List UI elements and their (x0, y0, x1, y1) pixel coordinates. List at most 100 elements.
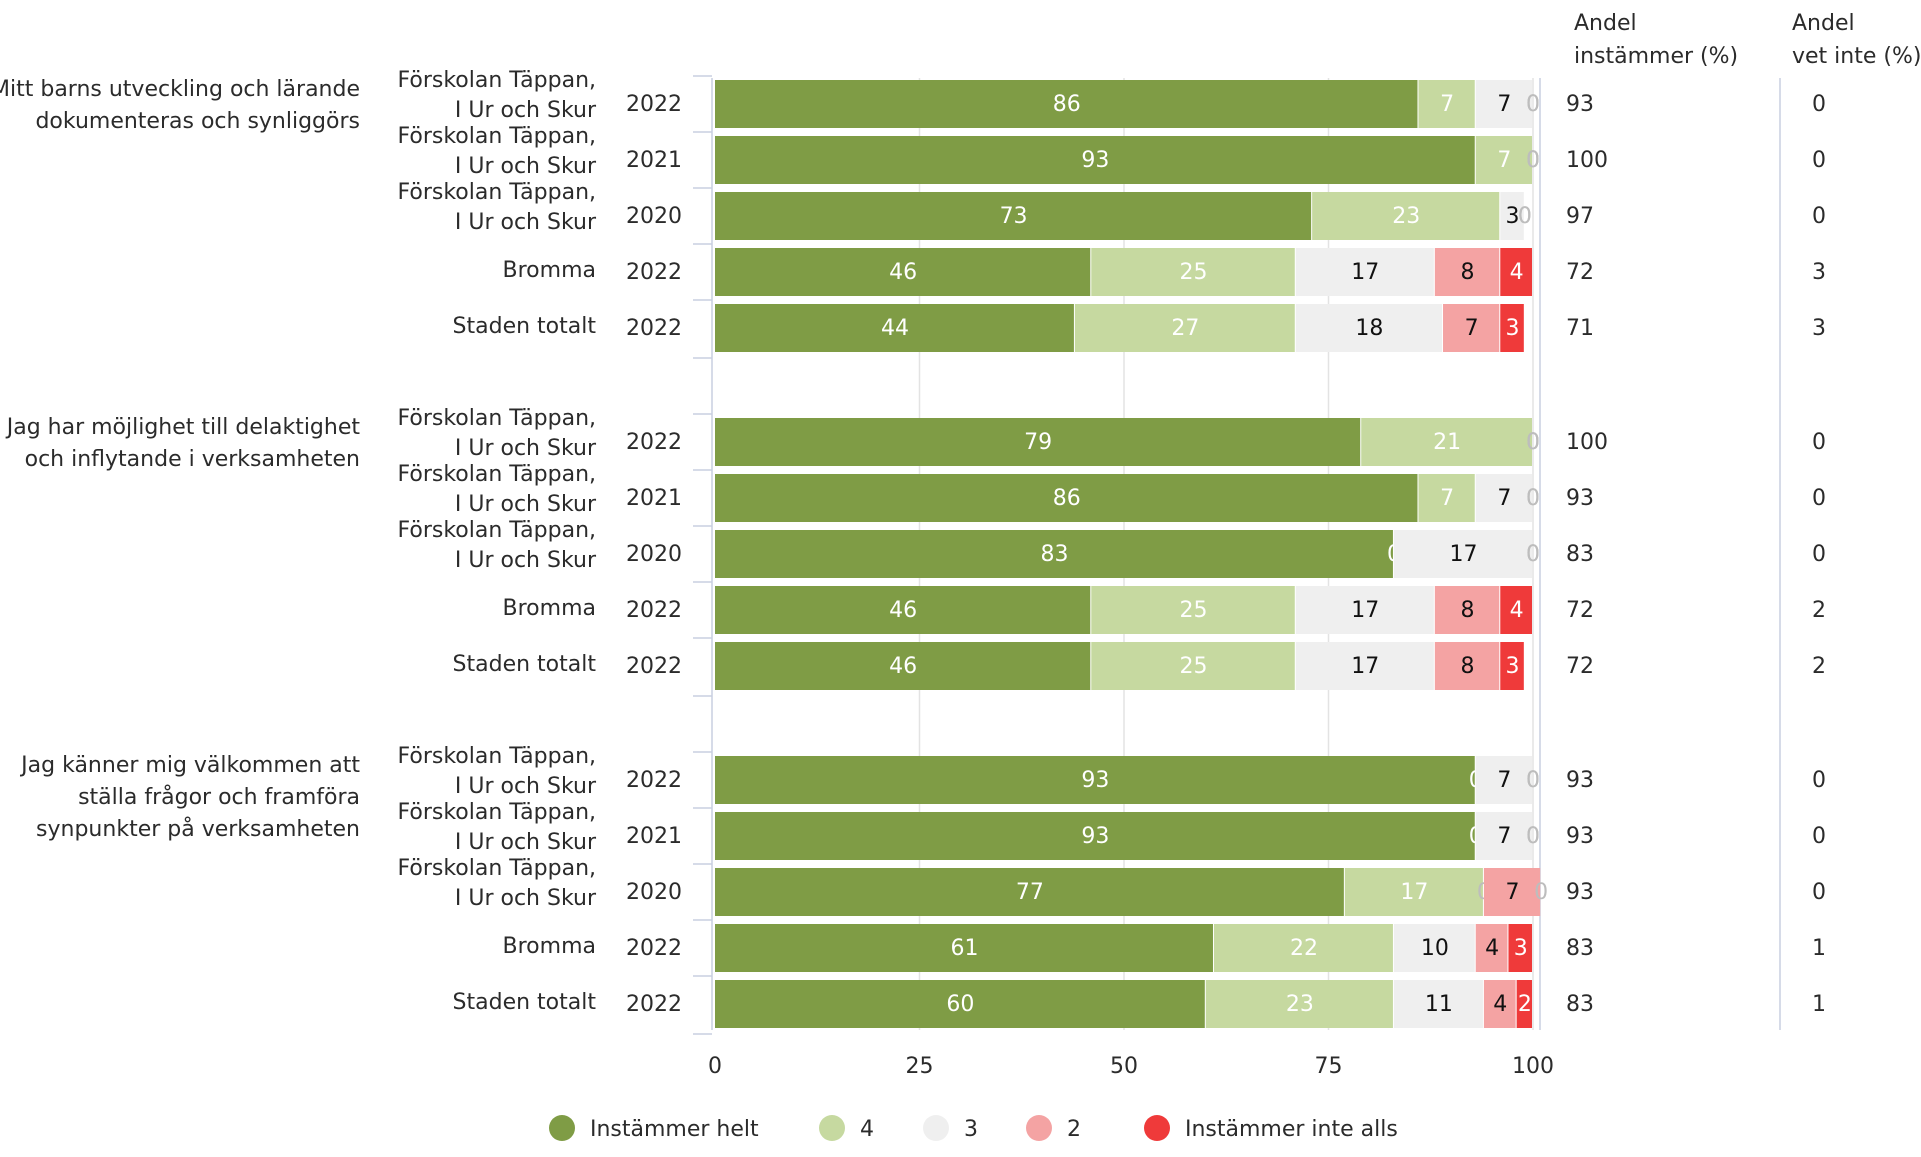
bar-value-label: 83 (1040, 542, 1068, 567)
andel-vet-inte-value: 0 (1812, 768, 1826, 793)
bar-value-label: 0 (1526, 768, 1540, 793)
bar-value-label: 4 (1510, 598, 1524, 623)
unit-label: I Ur och Skur (455, 154, 597, 179)
bar-value-label: 17 (1351, 260, 1379, 285)
x-tick-label: 75 (1315, 1054, 1343, 1079)
year-label: 2020 (626, 542, 682, 567)
bar-segment-inst-mmer-helt (715, 642, 1091, 690)
bar-value-label: 23 (1392, 204, 1420, 229)
bar-segment-4 (1091, 586, 1295, 634)
bar-segment-inst-mmer-helt (715, 586, 1091, 634)
bar-segment-inst-mmer-helt (715, 868, 1344, 916)
bar-value-label: 22 (1290, 936, 1318, 961)
legend-label: 3 (964, 1117, 978, 1142)
legend-swatch (1026, 1115, 1052, 1141)
bar-value-label: 27 (1171, 316, 1199, 341)
bar-value-label: 93 (1081, 768, 1109, 793)
andel-vet-inte-value: 0 (1812, 204, 1826, 229)
bar-segment-3 (1475, 812, 1532, 860)
bar-value-label: 4 (1485, 936, 1499, 961)
question-label: Jag känner mig välkommen att (19, 753, 360, 778)
bar-value-label: 7 (1440, 92, 1454, 117)
bar-value-label: 0 (1534, 880, 1548, 905)
bar-segment-4 (1361, 418, 1532, 466)
year-label: 2022 (626, 992, 682, 1017)
andel-instammer-value: 72 (1566, 260, 1594, 285)
andel-vet-inte-value: 0 (1812, 824, 1826, 849)
bar-value-label: 8 (1461, 598, 1475, 623)
bar-value-label: 4 (1493, 992, 1507, 1017)
bar-value-label: 86 (1053, 92, 1081, 117)
bar-value-label: 0 (1526, 486, 1540, 511)
andel-instammer-value: 100 (1566, 430, 1608, 455)
andel-vet-inte-value: 1 (1812, 992, 1826, 1017)
unit-label: I Ur och Skur (455, 830, 597, 855)
legend-label: 4 (860, 1117, 874, 1142)
column-header-andel-instammer: Andel (1574, 11, 1637, 36)
legend-swatch (923, 1115, 949, 1141)
andel-instammer-value: 100 (1566, 148, 1608, 173)
bar-segment-inst-mmer-helt (715, 756, 1475, 804)
bar-segment-inst-mmer-helt (715, 530, 1393, 578)
bar-segment-2 (1434, 642, 1500, 690)
andel-vet-inte-value: 0 (1812, 92, 1826, 117)
bar-segment-4 (1074, 304, 1295, 352)
bar-segment-4 (1091, 642, 1295, 690)
andel-vet-inte-value: 0 (1812, 430, 1826, 455)
unit-label: I Ur och Skur (455, 492, 597, 517)
bar-value-label: 18 (1355, 316, 1383, 341)
year-label: 2021 (626, 148, 682, 173)
bar-segment-3 (1295, 642, 1434, 690)
unit-label: Förskolan Täppan, (398, 518, 596, 543)
year-label: 2021 (626, 486, 682, 511)
bar-segment-4 (1213, 924, 1393, 972)
bar-segment-inst-mmer-helt (715, 418, 1361, 466)
legend-swatch (819, 1115, 845, 1141)
bar-value-label: 0 (1526, 542, 1540, 567)
question-label: synpunkter på verksamheten (36, 816, 360, 842)
bar-value-label: 0 (1526, 824, 1540, 849)
year-label: 2021 (626, 824, 682, 849)
year-label: 2020 (626, 880, 682, 905)
andel-vet-inte-value: 3 (1812, 260, 1826, 285)
bar-value-label: 0 (1526, 824, 1540, 849)
year-label: 2022 (626, 430, 682, 455)
year-label: 2022 (626, 92, 682, 117)
bar-value-label: 79 (1024, 430, 1052, 455)
bar-value-label: 0 (1518, 204, 1532, 229)
andel-instammer-value: 83 (1566, 992, 1594, 1017)
unit-label: Staden totalt (453, 990, 597, 1015)
bar-segment-inst-mmer-helt (715, 136, 1475, 184)
bar-segment-3 (1393, 530, 1532, 578)
andel-instammer-value: 93 (1566, 824, 1594, 849)
unit-label: I Ur och Skur (455, 548, 597, 573)
bar-value-label: 46 (889, 598, 917, 623)
bar-segment-inst-mmer-helt (715, 980, 1205, 1028)
unit-label: Förskolan Täppan, (398, 800, 596, 825)
bar-value-label: 46 (889, 654, 917, 679)
bar-segment-inst-mmer-inte-alls (1516, 980, 1532, 1028)
legend-label: 2 (1067, 1117, 1081, 1142)
unit-label: Bromma (503, 934, 596, 959)
andel-vet-inte-value: 2 (1812, 654, 1826, 679)
unit-label: Förskolan Täppan, (398, 462, 596, 487)
bar-value-label: 17 (1449, 542, 1477, 567)
question-label: och inflytande i verksamheten (25, 447, 360, 472)
bar-value-label: 73 (1000, 204, 1028, 229)
andel-instammer-value: 93 (1566, 92, 1594, 117)
andel-vet-inte-value: 3 (1812, 316, 1826, 341)
bar-segment-4 (1418, 80, 1475, 128)
bar-segment-inst-mmer-helt (715, 192, 1312, 240)
andel-vet-inte-value: 2 (1812, 598, 1826, 623)
question-label: ställa frågor och framföra (78, 784, 360, 810)
bar-value-label: 60 (946, 992, 974, 1017)
bar-value-label: 0 (1526, 430, 1540, 455)
year-label: 2022 (626, 936, 682, 961)
andel-vet-inte-value: 0 (1812, 486, 1826, 511)
bar-value-label: 0 (1526, 92, 1540, 117)
andel-vet-inte-value: 0 (1812, 148, 1826, 173)
andel-instammer-value: 97 (1566, 204, 1594, 229)
bar-segment-inst-mmer-helt (715, 80, 1418, 128)
